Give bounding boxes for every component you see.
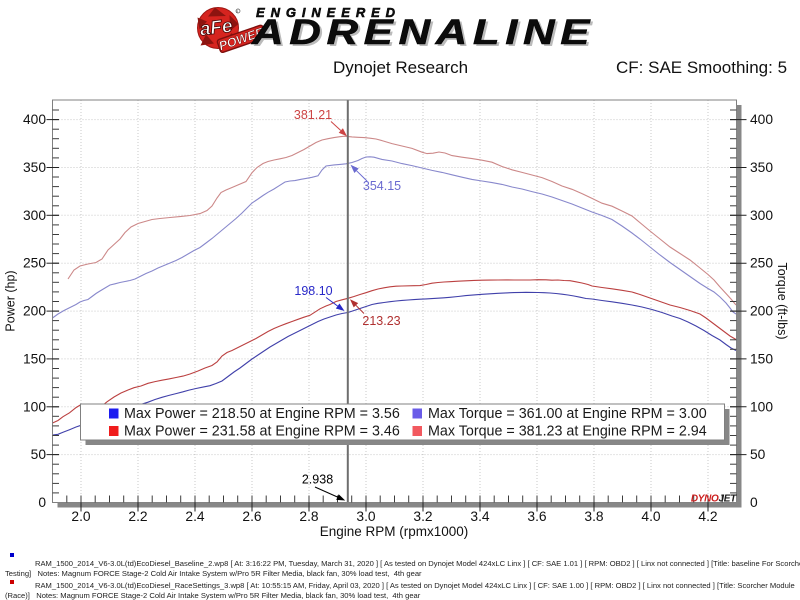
svg-text:Max Torque = 361.00 at Engine: Max Torque = 361.00 at Engine RPM = 3.00 [428, 406, 707, 422]
svg-text:50: 50 [31, 447, 47, 462]
svg-text:2.6: 2.6 [242, 509, 262, 524]
svg-text:3.4: 3.4 [470, 509, 490, 524]
svg-text:400: 400 [750, 112, 773, 127]
svg-text:350: 350 [23, 160, 46, 175]
svg-text:Power (hp): Power (hp) [4, 270, 18, 331]
svg-text:300: 300 [23, 208, 46, 223]
svg-text:Max Power = 231.58 at Engine R: Max Power = 231.58 at Engine RPM = 3.46 [124, 424, 400, 440]
svg-text:250: 250 [750, 256, 773, 271]
svg-text:150: 150 [750, 351, 773, 366]
svg-text:3.0: 3.0 [356, 509, 376, 524]
svg-text:Torque (ft-lbs): Torque (ft-lbs) [775, 262, 789, 339]
svg-text:2.938: 2.938 [302, 473, 333, 487]
svg-text:DYNOJET: DYNOJET [691, 494, 737, 505]
svg-text:100: 100 [23, 399, 46, 414]
svg-text:4.2: 4.2 [698, 509, 717, 524]
svg-text:Max Power = 218.50 at Engine R: Max Power = 218.50 at Engine RPM = 3.56 [124, 406, 400, 422]
svg-text:3.6: 3.6 [527, 509, 547, 524]
svg-text:250: 250 [23, 256, 46, 271]
svg-text:3.2: 3.2 [413, 509, 432, 524]
svg-text:150: 150 [23, 351, 46, 366]
svg-text:3.8: 3.8 [584, 509, 604, 524]
svg-text:0: 0 [38, 495, 46, 510]
svg-text:198.10: 198.10 [294, 284, 332, 298]
svg-text:400: 400 [23, 112, 46, 127]
svg-text:200: 200 [750, 304, 773, 319]
svg-text:2.2: 2.2 [128, 509, 147, 524]
svg-text:350: 350 [750, 160, 773, 175]
svg-text:200: 200 [23, 304, 46, 319]
svg-text:381.21: 381.21 [294, 108, 332, 122]
svg-text:100: 100 [750, 399, 773, 414]
svg-text:Max Torque = 381.23 at Engine: Max Torque = 381.23 at Engine RPM = 2.94 [428, 424, 707, 440]
svg-text:300: 300 [750, 208, 773, 223]
svg-text:0: 0 [750, 495, 758, 510]
svg-text:2.8: 2.8 [299, 509, 319, 524]
svg-text:4.0: 4.0 [641, 509, 661, 524]
svg-text:213.23: 213.23 [362, 314, 400, 328]
svg-text:Engine RPM (rpmx1000): Engine RPM (rpmx1000) [320, 524, 469, 539]
svg-text:50: 50 [750, 447, 766, 462]
svg-text:2.4: 2.4 [185, 509, 205, 524]
svg-text:2.0: 2.0 [71, 509, 91, 524]
svg-text:354.15: 354.15 [363, 179, 401, 193]
svg-text:R: R [236, 10, 239, 14]
